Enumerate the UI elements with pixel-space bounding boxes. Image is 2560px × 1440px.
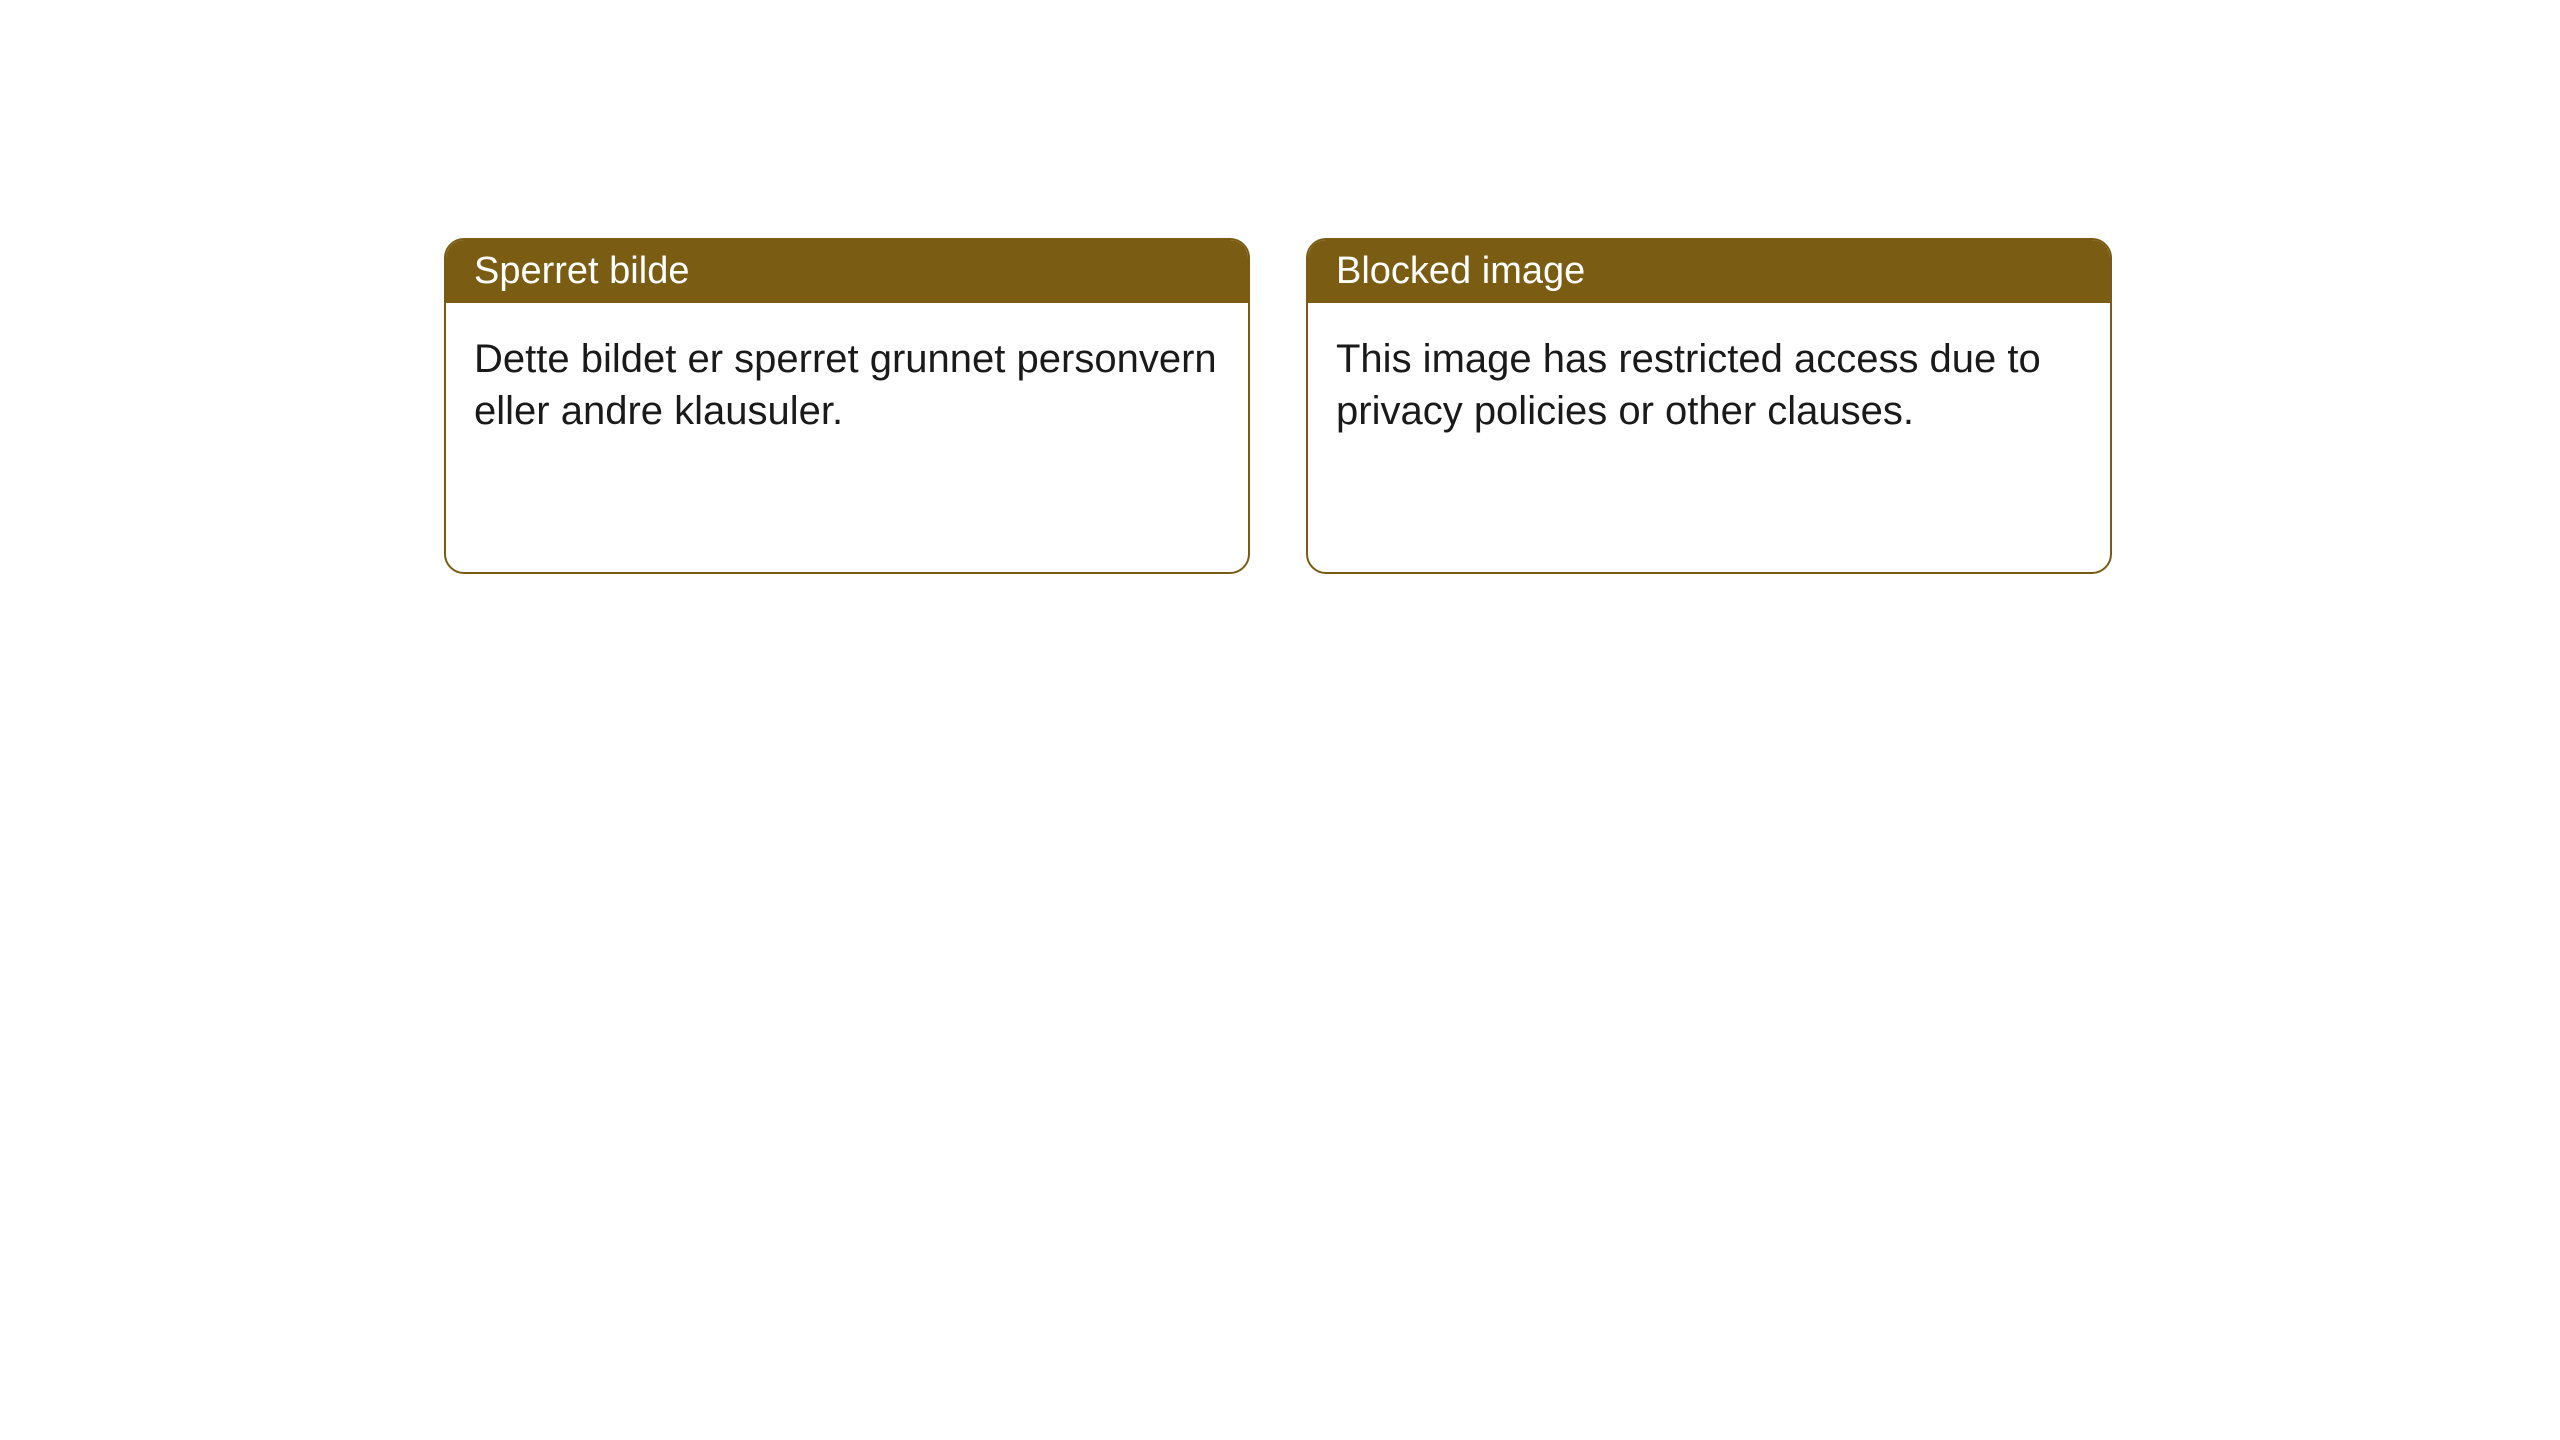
card-header: Sperret bilde	[446, 240, 1248, 303]
card-body: Dette bildet er sperret grunnet personve…	[446, 303, 1248, 467]
notice-card-english: Blocked image This image has restricted …	[1306, 238, 2112, 574]
notice-card-norwegian: Sperret bilde Dette bildet er sperret gr…	[444, 238, 1250, 574]
card-body: This image has restricted access due to …	[1308, 303, 2110, 467]
card-header: Blocked image	[1308, 240, 2110, 303]
notice-container: Sperret bilde Dette bildet er sperret gr…	[0, 0, 2560, 574]
